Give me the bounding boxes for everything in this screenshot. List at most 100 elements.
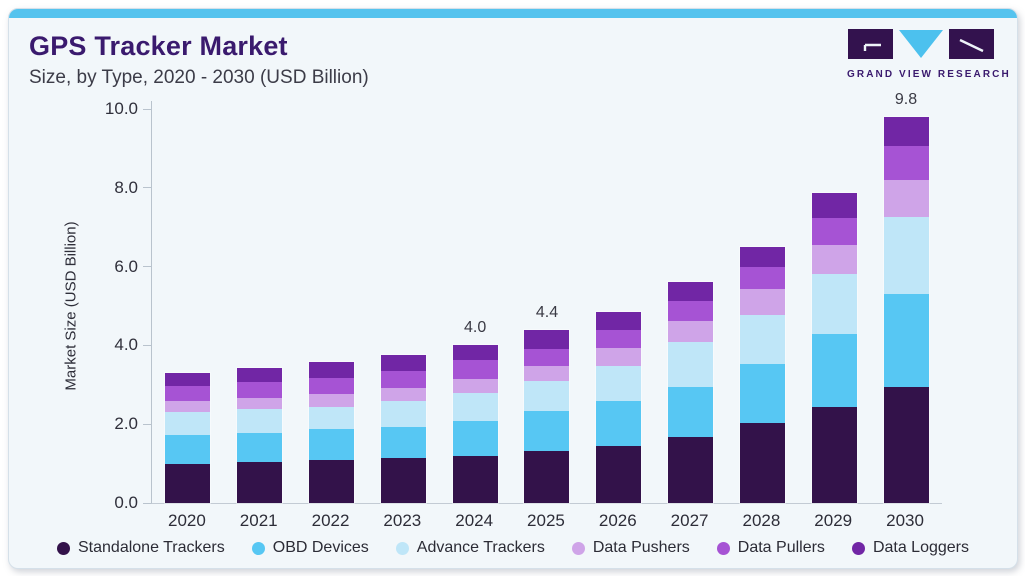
bar-segment bbox=[596, 401, 642, 446]
bar-segment bbox=[739, 363, 785, 424]
x-tick-label: 2023 bbox=[383, 511, 422, 530]
x-tick-label: 2021 bbox=[239, 511, 278, 530]
bar-segment bbox=[524, 380, 570, 412]
bar-slot-2026 bbox=[583, 109, 655, 503]
bar-segment bbox=[452, 345, 498, 361]
stacked-bar-2028 bbox=[739, 246, 785, 503]
stacked-bar-2020 bbox=[165, 372, 211, 503]
legend-item: Data Pushers bbox=[571, 539, 690, 557]
bar-segment bbox=[524, 411, 570, 451]
bar-segment bbox=[739, 423, 785, 503]
bar-segment bbox=[309, 429, 355, 460]
bar-segment bbox=[380, 387, 426, 401]
logo-text: GRAND VIEW RESEARCH bbox=[847, 69, 1011, 80]
y-tick-label: 0.0 bbox=[114, 493, 138, 512]
bar-segment bbox=[165, 372, 211, 386]
y-tick-label: 2.0 bbox=[114, 414, 138, 434]
y-tick-mark bbox=[143, 187, 151, 189]
chart-header: GPS Tracker Market Size, by Type, 2020 -… bbox=[29, 31, 369, 89]
y-tick-mark bbox=[143, 266, 151, 268]
x-tick-label: 2022 bbox=[311, 511, 350, 530]
bar-slot-2022 bbox=[296, 109, 368, 503]
legend: Standalone Trackers OBD Devices Advance Tr… bbox=[9, 539, 1017, 557]
x-tick-label: 2030 bbox=[886, 511, 924, 530]
bar-slot-2030: 9.8 bbox=[870, 91, 942, 503]
bar-total-label: 9.8 bbox=[894, 90, 918, 108]
bar-segment bbox=[237, 382, 283, 398]
bar-segment bbox=[165, 400, 211, 412]
x-tick-label: 2026 bbox=[598, 511, 637, 530]
report-card: GPS Tracker Market Size, by Type, 2020 -… bbox=[8, 8, 1018, 569]
bar-segment bbox=[165, 435, 211, 464]
bar-segment bbox=[596, 330, 642, 349]
y-axis-line-cap bbox=[151, 101, 152, 109]
bar-segment bbox=[452, 421, 498, 456]
legend-dot-icon bbox=[716, 541, 730, 555]
y-tick-mark bbox=[143, 423, 151, 425]
x-tick-label: 2025 bbox=[527, 511, 565, 530]
stacked-bar-2024 bbox=[452, 345, 498, 503]
y-tick-label: 8.0 bbox=[114, 177, 138, 197]
bar-segment bbox=[165, 463, 211, 503]
bars-container: 4.0 4.4 9.8 bbox=[152, 91, 942, 503]
bar-segment bbox=[237, 432, 283, 462]
bar-segment bbox=[811, 273, 857, 335]
grand-view-research-logo: GRAND VIEW RESEARCH bbox=[847, 29, 1011, 80]
bar-segment bbox=[596, 348, 642, 366]
bar-segment bbox=[309, 406, 355, 430]
bar-segment bbox=[237, 367, 283, 383]
bar-segment bbox=[883, 217, 929, 295]
bar-slot-2029 bbox=[798, 109, 870, 503]
x-tick-label: 2028 bbox=[742, 511, 781, 530]
bar-segment bbox=[309, 362, 355, 378]
bar-segment bbox=[524, 348, 570, 367]
bar-segment bbox=[811, 218, 857, 245]
bar-slot-2023 bbox=[367, 109, 439, 503]
bar-segment bbox=[883, 386, 929, 503]
bar-segment bbox=[883, 146, 929, 180]
bar-segment bbox=[668, 282, 714, 301]
bar-segment bbox=[668, 320, 714, 343]
bar-segment bbox=[380, 355, 426, 372]
bar-segment bbox=[883, 179, 929, 218]
plot-area: 4.0 4.4 9.8 0.0 2.0 4.0 6.0 8.0 10.0 bbox=[105, 91, 942, 512]
y-tick-label: 10.0 bbox=[104, 99, 138, 118]
bar-segment bbox=[452, 455, 498, 503]
stacked-bar-2022 bbox=[309, 362, 355, 503]
x-axis-labels: 2020 2021 2022 2023 2024 2025 2026 2027 2028 2029… bbox=[151, 511, 941, 531]
legend-dot-icon bbox=[851, 541, 865, 555]
bar-segment bbox=[237, 409, 283, 433]
y-tick-mark bbox=[143, 108, 151, 110]
bar-segment bbox=[739, 267, 785, 290]
bar-segment bbox=[668, 342, 714, 387]
y-tick-mark bbox=[143, 344, 151, 346]
legend-label: Data Pullers bbox=[737, 539, 825, 556]
bar-segment bbox=[883, 116, 929, 147]
gvr-logo-mark-icon bbox=[848, 29, 994, 59]
bar-segment bbox=[380, 426, 426, 459]
legend-label: OBD Devices bbox=[272, 539, 369, 556]
y-axis-title: Market Size (USD Billion) bbox=[62, 221, 80, 391]
bar-segment bbox=[524, 329, 570, 349]
bar-segment bbox=[883, 294, 929, 387]
y-tick-label: 4.0 bbox=[114, 335, 138, 355]
bar-slot-2025: 4.4 bbox=[511, 109, 583, 503]
chart-subtitle: Size, by Type, 2020 - 2030 (USD Billion) bbox=[29, 67, 369, 88]
bar-segment bbox=[596, 445, 642, 503]
bar-segment bbox=[237, 461, 283, 503]
legend-label: Data Loggers bbox=[872, 539, 969, 556]
legend-item: Advance Trackers bbox=[395, 539, 545, 557]
stacked-bar-2023 bbox=[380, 355, 426, 503]
legend-dot-icon bbox=[395, 541, 409, 555]
bar-segment bbox=[237, 397, 283, 410]
legend-dot-icon bbox=[57, 541, 70, 555]
bar-segment bbox=[452, 393, 498, 422]
bar-slot-2024: 4.0 bbox=[439, 109, 511, 503]
bar-segment bbox=[739, 315, 785, 364]
bar-segment bbox=[811, 244, 857, 274]
stacked-bar-2025 bbox=[524, 329, 570, 503]
top-accent-bar bbox=[9, 9, 1017, 18]
legend-item: Data Pullers bbox=[716, 539, 825, 557]
bar-segment bbox=[596, 365, 642, 402]
